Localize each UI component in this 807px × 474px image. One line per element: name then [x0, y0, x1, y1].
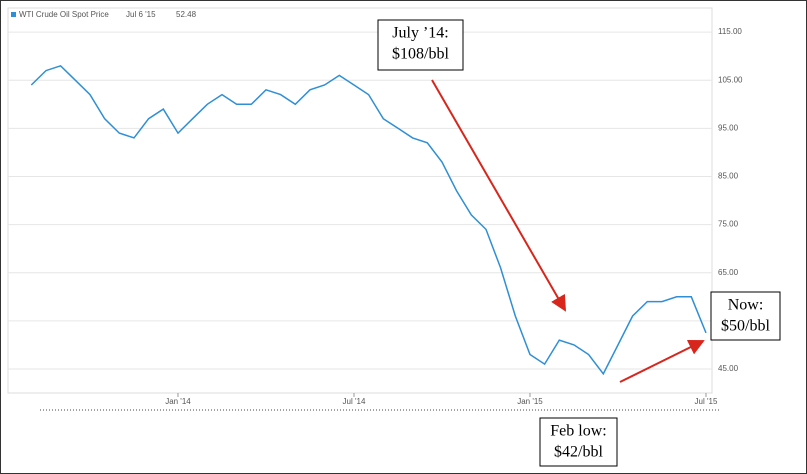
annotation-text: July ’14:	[392, 25, 448, 42]
y-tick-label: 65.00	[718, 268, 739, 277]
annotations: July ’14: $108/bbl Now: $50/bbl Feb low: $42/…	[377, 19, 781, 467]
annotation-text: Now:	[728, 297, 764, 314]
annotation-text: $108/bbl	[392, 46, 449, 63]
legend-date: Jul 6 '15	[126, 10, 156, 19]
y-tick-label: 85.00	[718, 172, 739, 181]
annotation-text: $50/bbl	[721, 318, 770, 335]
x-tick-label: Jan '15	[517, 397, 543, 406]
annotation-text: $42/bbl	[554, 444, 603, 461]
plot: 45.0055.0065.0075.0085.0095.00105.00115.…	[8, 27, 743, 406]
x-tick-label: Jul '14	[343, 397, 366, 406]
y-tick-label: 75.00	[718, 220, 739, 229]
arrow	[431, 79, 567, 312]
y-tick-label: 95.00	[718, 123, 739, 132]
annotation-box	[710, 291, 781, 341]
plot-area	[7, 7, 713, 394]
legend-swatch	[11, 12, 16, 17]
annotation-box	[539, 417, 618, 467]
price-line	[30, 64, 707, 376]
x-tick-label: Jan '14	[165, 397, 191, 406]
y-tick-label: 105.00	[718, 75, 743, 84]
legend-value: 52.48	[176, 10, 197, 19]
y-tick-label: 115.00	[718, 27, 742, 36]
legend-title: WTI Crude Oil Spot Price	[19, 10, 109, 19]
x-tick-label: Jul '15	[695, 397, 718, 406]
arrow	[619, 340, 705, 383]
y-tick-label: 45.00	[718, 364, 739, 373]
annotation-box	[377, 19, 464, 71]
annotation-text: Feb low:	[550, 423, 606, 440]
